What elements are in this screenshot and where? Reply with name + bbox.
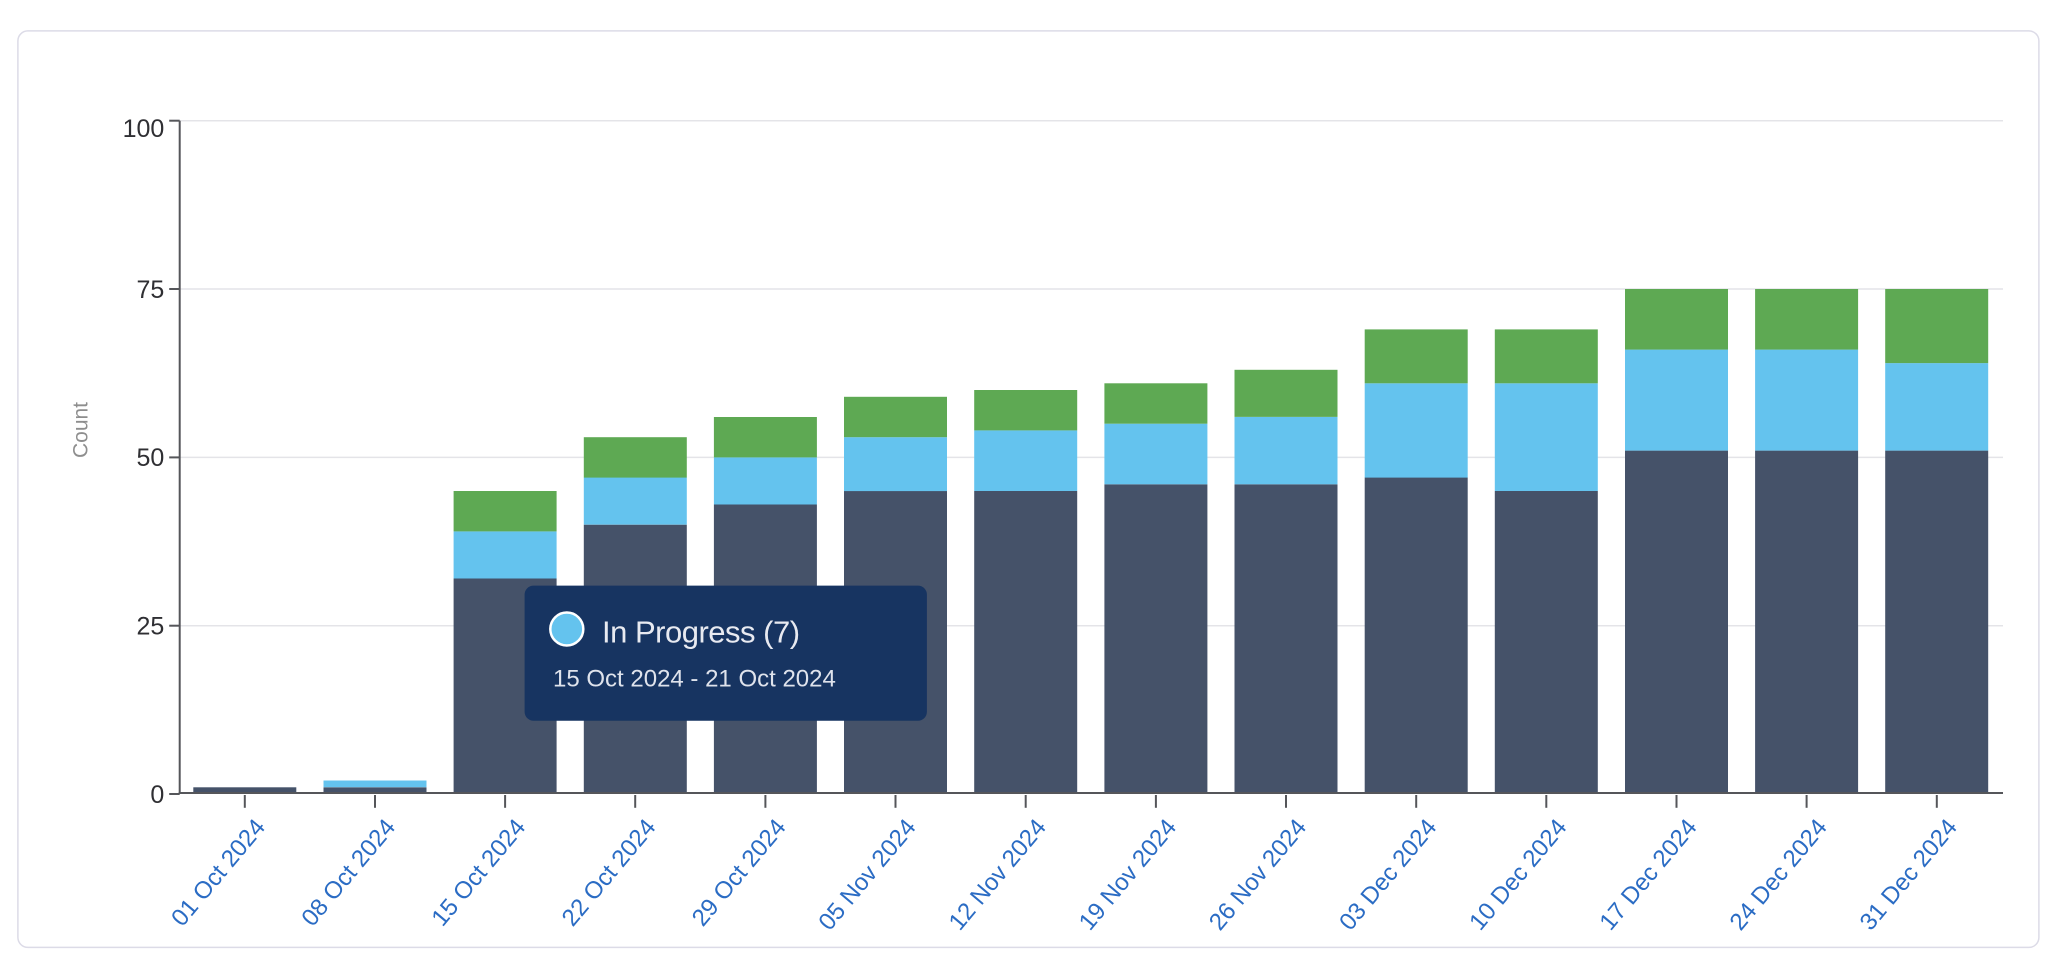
svg-text:25: 25	[136, 613, 164, 641]
svg-text:75: 75	[136, 276, 164, 304]
svg-text:0: 0	[150, 781, 164, 809]
svg-text:50: 50	[136, 444, 164, 472]
svg-text:In Progress (7): In Progress (7)	[602, 615, 800, 650]
svg-text:Count: Count	[70, 402, 93, 458]
svg-text:15 Oct 2024 - 21 Oct 2024: 15 Oct 2024 - 21 Oct 2024	[553, 666, 836, 693]
svg-text:100: 100	[123, 115, 165, 143]
